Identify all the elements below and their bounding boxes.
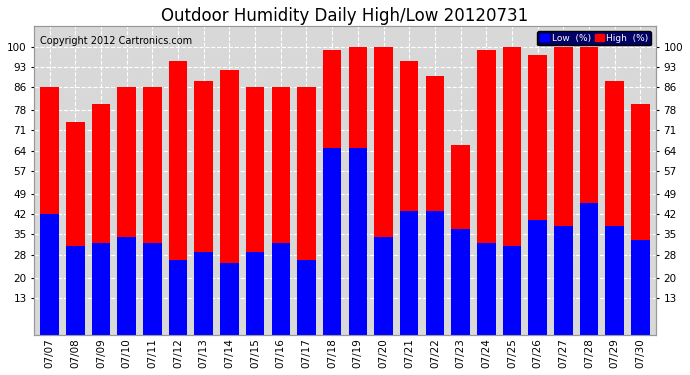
Bar [580, 47, 598, 335]
Bar [631, 240, 649, 335]
Bar [117, 237, 136, 335]
Bar [374, 47, 393, 335]
Bar [580, 202, 598, 335]
Bar [529, 220, 547, 335]
Bar [169, 260, 187, 335]
Bar [143, 87, 161, 335]
Bar [246, 252, 264, 335]
Bar [605, 226, 624, 335]
Bar [477, 50, 495, 335]
Bar [503, 47, 521, 335]
Bar [41, 87, 59, 335]
Bar [605, 81, 624, 335]
Bar [169, 61, 187, 335]
Bar [348, 148, 367, 335]
Title: Outdoor Humidity Daily High/Low 20120731: Outdoor Humidity Daily High/Low 20120731 [161, 7, 529, 25]
Bar [92, 243, 110, 335]
Bar [348, 47, 367, 335]
Bar [451, 145, 470, 335]
Bar [220, 70, 239, 335]
Bar [529, 56, 547, 335]
Bar [323, 50, 342, 335]
Bar [143, 243, 161, 335]
Bar [41, 214, 59, 335]
Bar [554, 226, 573, 335]
Bar [451, 229, 470, 335]
Bar [272, 243, 290, 335]
Bar [374, 237, 393, 335]
Text: Copyright 2012 Cartronics.com: Copyright 2012 Cartronics.com [41, 36, 193, 46]
Bar [195, 81, 213, 335]
Bar [426, 211, 444, 335]
Bar [246, 87, 264, 335]
Bar [272, 87, 290, 335]
Bar [554, 47, 573, 335]
Bar [400, 211, 418, 335]
Bar [220, 263, 239, 335]
Bar [297, 260, 316, 335]
Bar [195, 252, 213, 335]
Legend: Low  (%), High  (%): Low (%), High (%) [538, 31, 651, 45]
Bar [477, 243, 495, 335]
Bar [297, 87, 316, 335]
Bar [426, 76, 444, 335]
Bar [66, 122, 85, 335]
Bar [400, 61, 418, 335]
Bar [66, 246, 85, 335]
Bar [117, 87, 136, 335]
Bar [323, 148, 342, 335]
Bar [92, 105, 110, 335]
Bar [631, 105, 649, 335]
Bar [503, 246, 521, 335]
